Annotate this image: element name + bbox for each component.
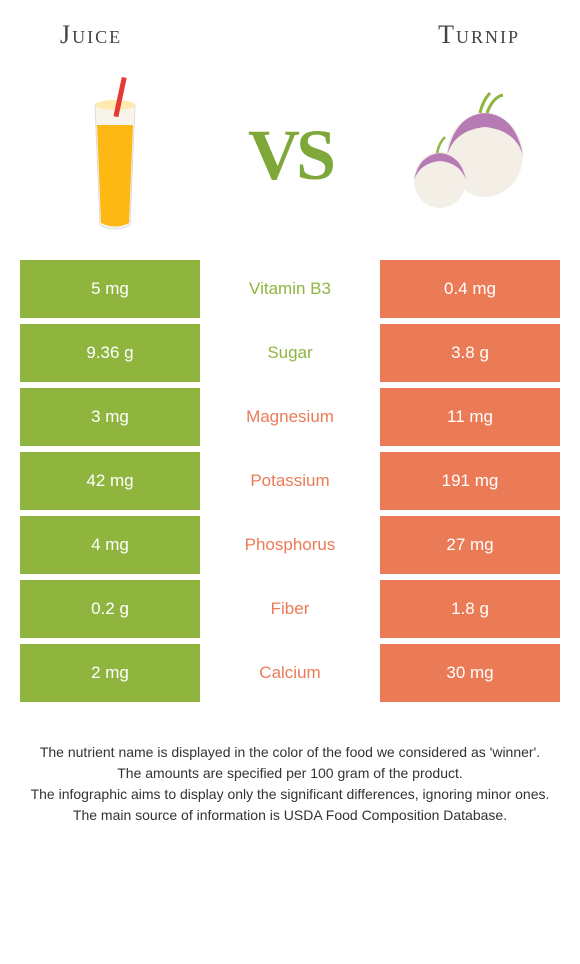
footer-line: The infographic aims to display only the…	[30, 784, 550, 805]
value-left: 4 mg	[20, 516, 200, 574]
value-right: 191 mg	[380, 452, 560, 510]
footer-line: The nutrient name is displayed in the co…	[30, 742, 550, 763]
value-left: 42 mg	[20, 452, 200, 510]
title-left: Juice	[60, 20, 122, 50]
value-left: 5 mg	[20, 260, 200, 318]
header: Juice Turnip	[0, 0, 580, 60]
value-left: 0.2 g	[20, 580, 200, 638]
table-row: 5 mgVitamin B30.4 mg	[20, 260, 560, 318]
value-left: 2 mg	[20, 644, 200, 702]
value-right: 11 mg	[380, 388, 560, 446]
nutrient-name: Potassium	[200, 452, 380, 510]
nutrient-name: Fiber	[200, 580, 380, 638]
table-row: 2 mgCalcium30 mg	[20, 644, 560, 702]
table-row: 42 mgPotassium191 mg	[20, 452, 560, 510]
value-left: 3 mg	[20, 388, 200, 446]
title-right: Turnip	[438, 20, 520, 50]
table-row: 0.2 gFiber1.8 g	[20, 580, 560, 638]
vs-label: VS	[248, 114, 332, 197]
footer-line: The amounts are specified per 100 gram o…	[30, 763, 550, 784]
images-row: VS	[0, 60, 580, 260]
nutrient-name: Vitamin B3	[200, 260, 380, 318]
nutrient-name: Calcium	[200, 644, 380, 702]
value-right: 30 mg	[380, 644, 560, 702]
nutrient-name: Phosphorus	[200, 516, 380, 574]
value-right: 27 mg	[380, 516, 560, 574]
value-right: 0.4 mg	[380, 260, 560, 318]
turnip-image	[390, 70, 540, 240]
table-row: 3 mgMagnesium11 mg	[20, 388, 560, 446]
footer-notes: The nutrient name is displayed in the co…	[30, 742, 550, 826]
table-row: 9.36 gSugar3.8 g	[20, 324, 560, 382]
value-right: 3.8 g	[380, 324, 560, 382]
nutrient-name: Magnesium	[200, 388, 380, 446]
nutrient-name: Sugar	[200, 324, 380, 382]
nutrient-table: 5 mgVitamin B30.4 mg 9.36 gSugar3.8 g 3 mg…	[20, 260, 560, 702]
footer-line: The main source of information is USDA F…	[30, 805, 550, 826]
juice-image	[40, 70, 190, 240]
value-right: 1.8 g	[380, 580, 560, 638]
table-row: 4 mgPhosphorus27 mg	[20, 516, 560, 574]
value-left: 9.36 g	[20, 324, 200, 382]
